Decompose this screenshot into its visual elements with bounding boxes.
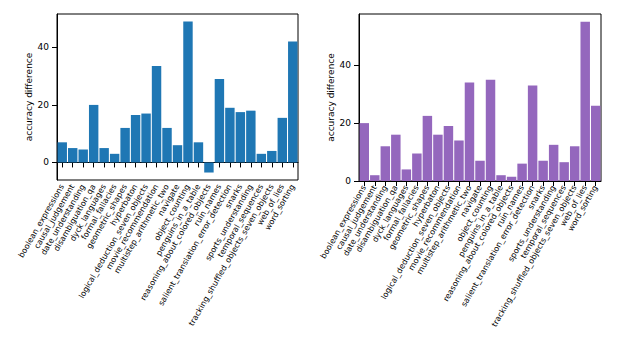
svg-text:geometric_shapes: geometric_shapes [387,183,432,252]
svg-text:movie_recommendation: movie_recommendation [407,184,463,272]
svg-text:geometric_shapes: geometric_shapes [84,182,129,251]
svg-text:salient_translation_error_dete: salient_translation_error_detection [459,183,537,309]
svg-text:salient_translation_error_dete: salient_translation_error_detection [156,182,234,308]
svg-text:formal_fallacies: formal_fallacies [381,183,421,243]
svg-text:accuracy difference: accuracy difference [326,53,336,142]
svg-text:snarks: snarks [526,183,547,211]
svg-text:hyperbaton: hyperbaton [108,182,140,228]
svg-text:formal_fallacies: formal_fallacies [79,182,119,242]
svg-text:0: 0 [43,157,49,167]
svg-text:web_of_lies: web_of_lies [255,182,287,227]
svg-text:20: 20 [38,100,50,110]
svg-text:tracking_shuffled_objects_seve: tracking_shuffled_objects_seven_objects [187,183,276,328]
svg-text:date_understanding: date_understanding [341,183,390,258]
svg-text:temporal_sequences: temporal_sequences [216,182,266,259]
svg-text:reasoning_about_colored_object: reasoning_about_colored_objects [138,182,213,303]
svg-text:object_counting: object_counting [454,183,495,244]
svg-text:reasoning_about_colored_object: reasoning_about_colored_objects [441,183,516,304]
svg-text:logical_deduction_seven_object: logical_deduction_seven_objects [77,182,150,300]
svg-text:ruin_names: ruin_names [495,183,526,229]
svg-text:penguins_in_a_table: penguins_in_a_table [154,182,203,258]
svg-text:navigate: navigate [156,182,182,218]
svg-text:hyperbaton: hyperbaton [411,183,442,229]
svg-text:sports_understanding: sports_understanding [203,182,255,263]
svg-text:multistep_arithmetic_two: multistep_arithmetic_two [415,183,474,276]
svg-text:logical_deduction_seven_object: logical_deduction_seven_objects [379,183,453,301]
svg-text:multistep_arithmetic_two: multistep_arithmetic_two [112,182,171,275]
svg-text:0: 0 [345,176,351,186]
svg-text:navigate: navigate [458,183,484,219]
svg-text:snarks: snarks [223,182,245,210]
svg-text:40: 40 [38,42,50,52]
svg-text:word_sorting: word_sorting [263,183,297,232]
svg-text:tracking_shuffled_objects_seve: tracking_shuffled_objects_seven_objects [490,184,579,329]
svg-text:boolean_expressions: boolean_expressions [16,182,67,260]
svg-text:temporal_sequences: temporal_sequences [518,183,569,260]
svg-text:penguins_in_a_table: penguins_in_a_table [456,183,505,259]
svg-text:boolean_expressions: boolean_expressions [318,183,369,261]
svg-text:causal_judgement: causal_judgement [334,183,379,252]
svg-text:web_of_lies: web_of_lies [558,183,590,228]
svg-text:ruin_names: ruin_names [192,182,224,228]
svg-text:causal_judgement: causal_judgement [32,182,77,251]
svg-text:dyck_languages: dyck_languages [68,182,108,243]
svg-text:accuracy difference: accuracy difference [24,52,34,141]
svg-text:word_sorting: word_sorting [566,184,600,233]
svg-text:disambiguation_qa: disambiguation_qa [51,182,98,253]
svg-text:20: 20 [340,118,352,128]
svg-text:sports_understanding: sports_understanding [506,183,558,264]
svg-text:disambiguation_qa: disambiguation_qa [354,183,400,254]
svg-text:date_understanding: date_understanding [39,182,88,257]
svg-text:object_counting: object_counting [152,182,192,243]
svg-text:40: 40 [340,60,352,70]
svg-text:dyck_languages: dyck_languages [370,183,411,244]
svg-text:movie_recommendation: movie_recommendation [104,183,160,271]
